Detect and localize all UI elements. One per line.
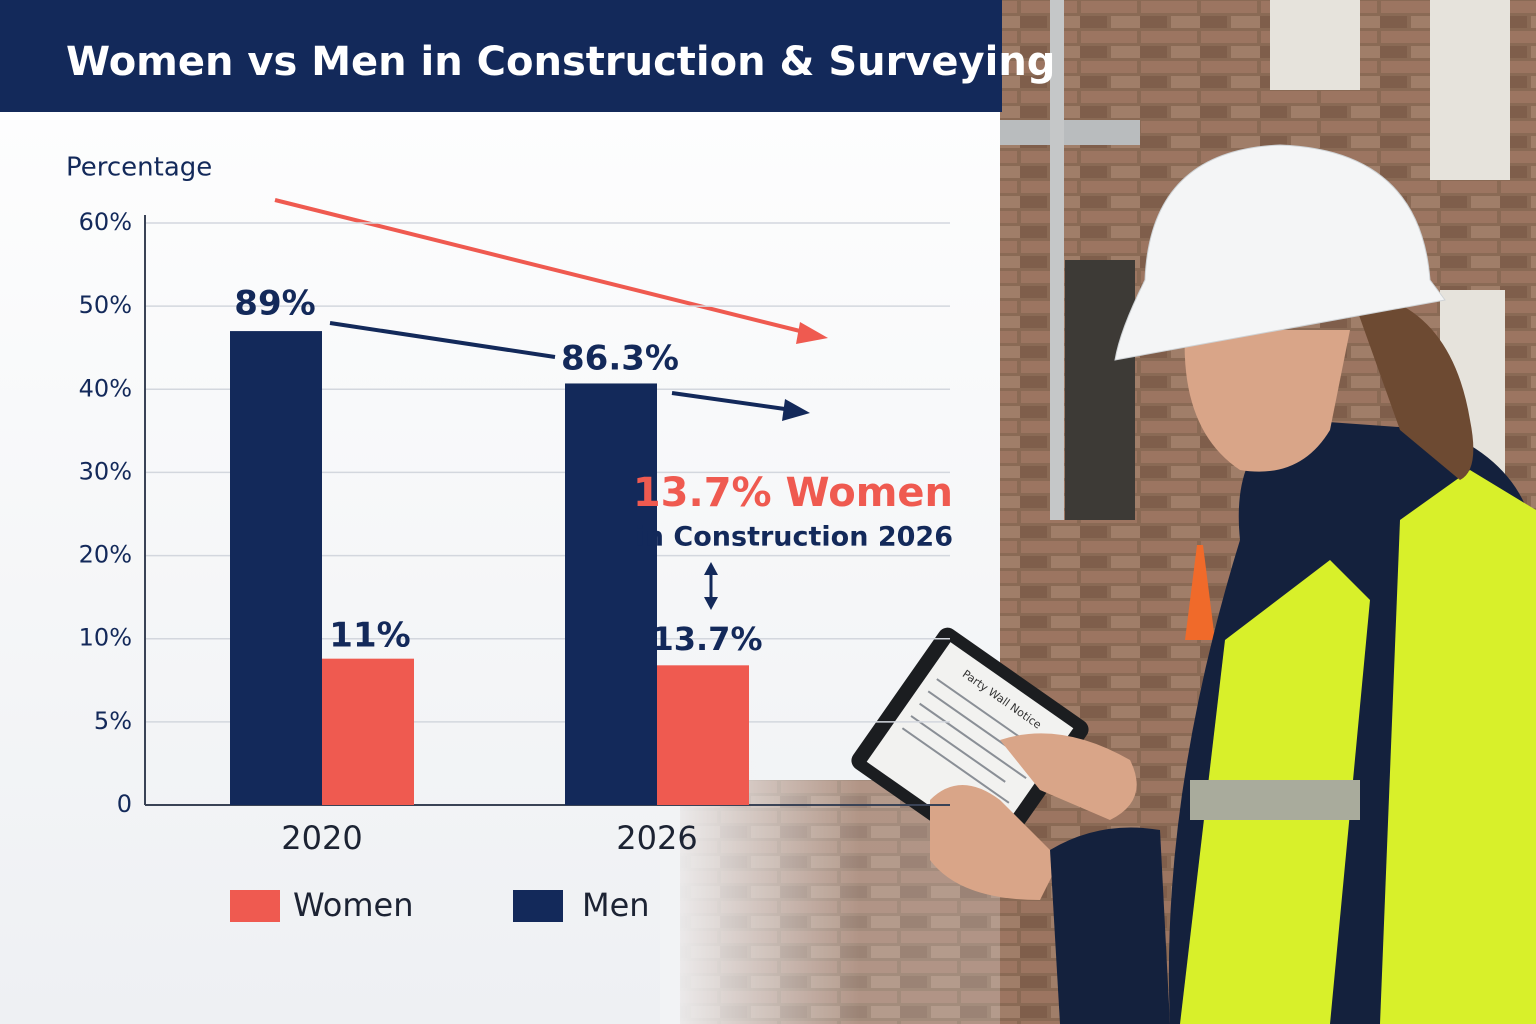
chart-title: Women vs Men in Construction & Surveying bbox=[66, 39, 1055, 85]
x-tick-label: 2020 bbox=[281, 819, 362, 857]
legend-label: Women bbox=[293, 886, 413, 924]
y-tick-label: 20% bbox=[79, 541, 132, 569]
y-tick-label: 5% bbox=[94, 707, 132, 735]
legend-label: Men bbox=[582, 886, 650, 924]
y-tick-label: 10% bbox=[79, 624, 132, 652]
legend-swatch bbox=[230, 890, 280, 922]
y-tick-label: 40% bbox=[79, 374, 132, 402]
annotation: in Construction 2026 bbox=[636, 522, 953, 553]
bar bbox=[322, 658, 414, 805]
x-tick-label: 2026 bbox=[616, 819, 697, 857]
bar bbox=[657, 665, 749, 805]
annotation: 86.3% bbox=[561, 339, 679, 379]
legend-swatch bbox=[513, 890, 563, 922]
y-axis-label: Percentage bbox=[66, 153, 212, 183]
y-tick-label: 30% bbox=[79, 457, 132, 485]
annotation: 13.7% Women bbox=[633, 470, 953, 516]
bar bbox=[230, 331, 322, 805]
annotation: 13.7% bbox=[651, 620, 762, 658]
annotation: 11% bbox=[329, 616, 410, 656]
title-bar bbox=[0, 0, 1002, 112]
y-tick-label: 50% bbox=[79, 291, 132, 319]
annotation: 89% bbox=[234, 284, 315, 324]
bar bbox=[565, 383, 657, 805]
y-tick-label: 0 bbox=[117, 790, 132, 818]
y-tick-label: 60% bbox=[79, 208, 132, 236]
